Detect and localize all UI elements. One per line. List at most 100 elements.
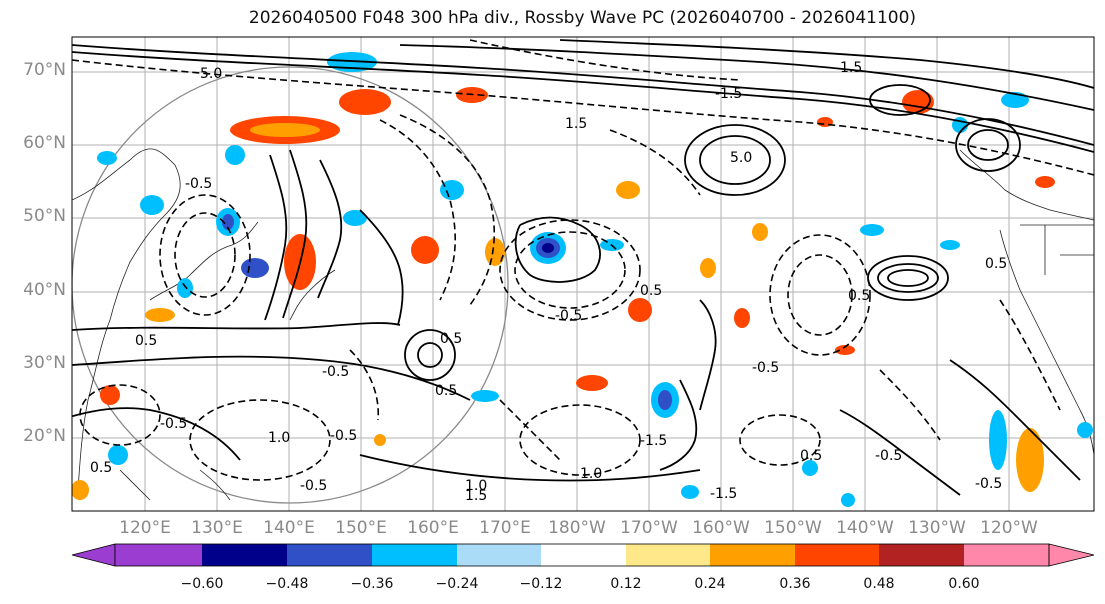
conv-blob	[940, 240, 960, 250]
div-blob	[576, 375, 608, 391]
conv-blob	[140, 195, 164, 215]
contour-label: 0.5	[135, 333, 157, 349]
colorbar-segment	[541, 544, 626, 566]
lon-label-140w: 140°W	[836, 518, 894, 538]
colorbar-segment	[115, 544, 202, 566]
contour-label: -0.5	[555, 308, 582, 324]
colorbar-segment	[372, 544, 457, 566]
contour-label: -0.5	[322, 364, 349, 380]
lon-label-160w: 160°W	[692, 518, 750, 538]
lat-label-70n: 70°N	[23, 60, 66, 80]
conv-blob	[108, 445, 128, 465]
colorbar-tick-label: −0.36	[350, 576, 394, 592]
map-title: 2026040500 F048 300 hPa div., Rossby Wav…	[248, 8, 917, 28]
colorbar-tick-label: −0.60	[180, 576, 224, 592]
contour-labels: 5.0 5.0 0.5 0.5 1.5 1.0 -0.5 -0.5 -0.5 -…	[90, 60, 1007, 504]
colorbar-tick-label: 0.36	[779, 576, 811, 592]
colorbar	[71, 543, 1095, 567]
contour-label: 0.5	[640, 283, 662, 299]
map-frame	[71, 36, 1095, 512]
conv-blob	[681, 485, 699, 499]
conv-blob	[97, 151, 117, 165]
lon-label-120w: 120°W	[980, 518, 1038, 538]
contour-label: -0.5	[330, 428, 357, 444]
colorbar-segment	[964, 544, 1049, 566]
colorbar-tick-label: 0.24	[694, 576, 726, 592]
div-blob	[700, 258, 716, 278]
contour-label: 1.5	[465, 488, 487, 504]
colorbar-segment	[879, 544, 964, 566]
conv-blob	[225, 145, 245, 165]
contour-label: 1.5	[840, 60, 862, 76]
conv-blob	[241, 258, 269, 278]
conv-blob	[542, 243, 554, 253]
lat-label-30n: 30°N	[23, 353, 66, 373]
contour-label: 1.0	[580, 466, 602, 482]
colorbar-tick-label: −0.12	[519, 576, 563, 592]
wave-packet-circle	[72, 66, 509, 504]
colorbar-segment	[457, 544, 541, 566]
contour-label: -0.5	[975, 476, 1002, 492]
div-blob	[374, 434, 386, 446]
lon-label-150e: 150°E	[335, 518, 387, 538]
contour-label: 0.5	[985, 256, 1007, 272]
lat-label-40n: 40°N	[23, 280, 66, 300]
lon-label-130w: 130°W	[908, 518, 966, 538]
contour-label: -0.5	[752, 360, 779, 376]
lon-label-170e: 170°E	[479, 518, 531, 538]
conv-blob	[440, 180, 464, 200]
conv-blob	[177, 278, 193, 298]
colorbar-segment	[710, 544, 795, 566]
colorbar-tick-label: 0.60	[948, 576, 980, 592]
lat-label-60n: 60°N	[23, 133, 66, 153]
contour-label: -1.5	[640, 433, 667, 449]
lon-label-150w: 150°W	[764, 518, 822, 538]
colorbar-segment	[287, 544, 372, 566]
div-blob	[835, 345, 855, 355]
lon-label-120e: 120°E	[119, 518, 171, 538]
contour-label: 1.5	[565, 116, 587, 132]
contour-label: -0.5	[160, 416, 187, 432]
lon-label-140e: 140°E	[263, 518, 315, 538]
colorbar-tick-label: 0.48	[863, 576, 895, 592]
divergence-shading	[72, 52, 1093, 507]
div-blob	[485, 238, 505, 266]
contour-label: 1.0	[465, 478, 487, 494]
contour-label: 0.5	[435, 383, 457, 399]
contour-label: -1.5	[710, 486, 737, 502]
conv-blob	[222, 214, 234, 230]
map-background	[72, 37, 1094, 511]
colorbar-tick-label: 0.12	[610, 576, 642, 592]
contour-label: 0.5	[90, 460, 112, 476]
conv-blob	[841, 493, 855, 507]
contour-label: -0.5	[300, 478, 327, 494]
colorbar-segment	[626, 544, 710, 566]
div-blob	[616, 181, 640, 199]
colorbar-outline	[114, 543, 1050, 567]
div-blob	[734, 308, 750, 328]
div-blob	[72, 480, 89, 500]
div-blob	[250, 123, 320, 137]
lon-label-180w: 180°W	[548, 518, 606, 538]
contour-label: 0.5	[848, 288, 870, 304]
contour-label: 5.0	[200, 66, 222, 82]
div-blob	[411, 236, 439, 264]
contour-label: -0.5	[875, 448, 902, 464]
conv-blob	[860, 224, 884, 236]
conv-blob	[343, 210, 367, 226]
contour-label: 5.0	[730, 150, 752, 166]
conv-blob	[802, 460, 818, 476]
lon-label-160e: 160°E	[407, 518, 459, 538]
map-plot-area: 5.0 5.0 0.5 0.5 1.5 1.0 -0.5 -0.5 -0.5 -…	[72, 37, 1094, 511]
div-blob	[1035, 176, 1055, 188]
div-blob	[145, 308, 175, 322]
conv-blob	[658, 390, 672, 410]
colorbar-segment	[202, 544, 287, 566]
contours-negative	[72, 39, 1094, 481]
colorbar-extend-high	[1048, 543, 1095, 567]
conv-blob	[989, 410, 1007, 470]
contour-label: -0.5	[185, 176, 212, 192]
colorbar-segment	[795, 544, 879, 566]
lat-label-50n: 50°N	[23, 206, 66, 226]
